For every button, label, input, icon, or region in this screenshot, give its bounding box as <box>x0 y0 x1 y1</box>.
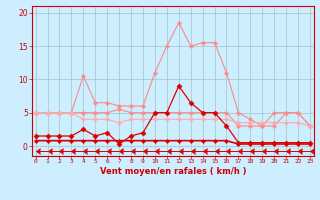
X-axis label: Vent moyen/en rafales ( km/h ): Vent moyen/en rafales ( km/h ) <box>100 167 246 176</box>
